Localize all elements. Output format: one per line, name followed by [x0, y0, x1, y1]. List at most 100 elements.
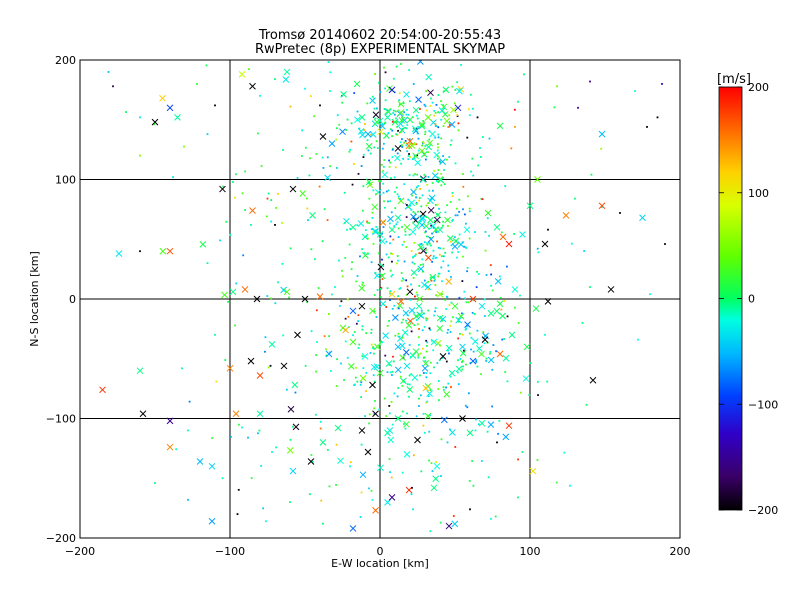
data-point [590, 173, 593, 176]
data-point [418, 405, 420, 407]
data-point-x [358, 427, 366, 434]
data-point [422, 356, 425, 359]
data-point [370, 328, 373, 331]
data-point-x [410, 213, 417, 221]
data-point-x [433, 216, 441, 224]
data-point [373, 352, 375, 355]
data-point [428, 430, 431, 433]
data-point [323, 335, 326, 338]
data-point [355, 280, 358, 283]
data-point-x [469, 357, 477, 365]
colorbar-tick-label: 100 [748, 187, 769, 200]
data-point-x [294, 331, 301, 339]
data-point [397, 307, 400, 310]
data-point [238, 423, 240, 426]
data-point [448, 304, 451, 306]
data-point [479, 147, 481, 149]
data-point-x [289, 185, 297, 193]
data-point-x [454, 104, 462, 112]
data-point [427, 288, 430, 291]
data-point-x [430, 484, 438, 492]
data-point-x [459, 415, 466, 422]
data-point-x [607, 286, 615, 293]
data-point [281, 222, 284, 224]
data-point [346, 228, 348, 231]
data-point [385, 306, 388, 308]
data-point [414, 188, 417, 191]
data-point-x [508, 331, 516, 339]
data-point [376, 147, 379, 149]
data-point [442, 220, 444, 223]
data-point-x [424, 412, 432, 420]
data-point [427, 202, 430, 205]
data-point [464, 404, 467, 407]
data-point [434, 257, 437, 259]
data-point [473, 313, 476, 315]
data-point [471, 157, 474, 160]
data-point [577, 106, 579, 109]
data-point [464, 328, 467, 331]
data-point [426, 243, 429, 246]
data-point [440, 100, 442, 103]
data-point-x [361, 353, 369, 360]
data-point [410, 283, 412, 286]
data-point-x [434, 340, 442, 347]
data-point-x [364, 130, 372, 138]
data-point [389, 200, 391, 203]
data-point [424, 133, 427, 136]
data-point [413, 128, 416, 130]
data-point [397, 295, 400, 298]
data-point [483, 315, 486, 317]
data-point [427, 151, 430, 154]
data-point [388, 458, 391, 460]
data-point [429, 104, 432, 107]
data-point-x [268, 341, 276, 348]
data-point [416, 132, 419, 135]
data-point [440, 118, 443, 121]
data-point [393, 304, 396, 307]
data-point [398, 92, 401, 95]
data-point [435, 256, 438, 259]
data-point [412, 256, 415, 258]
data-point [434, 203, 437, 206]
data-point [349, 461, 352, 464]
data-point [237, 488, 240, 491]
data-point [175, 448, 178, 451]
data-point [357, 172, 360, 175]
data-point-x [409, 228, 417, 236]
data-point-x [359, 471, 367, 479]
data-point [418, 284, 421, 287]
data-point [517, 496, 519, 499]
data-point [379, 296, 382, 298]
data-point [429, 530, 432, 533]
data-point-x [357, 220, 365, 227]
data-point-x [532, 305, 540, 312]
data-point [468, 332, 471, 335]
data-point [447, 382, 450, 385]
data-point [555, 481, 558, 484]
data-point [415, 201, 418, 204]
colorbar-gradient [719, 87, 742, 510]
data-point [244, 170, 247, 173]
data-point [344, 221, 346, 224]
data-point-x [415, 96, 422, 103]
data-point [389, 292, 391, 295]
data-point [432, 257, 434, 260]
data-point [429, 276, 432, 279]
data-point [373, 347, 376, 350]
data-point-x [403, 420, 410, 428]
data-point [354, 383, 357, 386]
data-point-x [384, 429, 391, 437]
data-point-x [166, 104, 174, 112]
data-point [417, 221, 420, 224]
data-point-x [541, 240, 549, 248]
data-point [380, 180, 382, 182]
data-point [403, 423, 405, 425]
data-point [456, 114, 459, 116]
data-point [464, 297, 467, 300]
data-point [520, 391, 522, 394]
data-point [544, 333, 546, 336]
data-point [513, 306, 516, 309]
data-point [418, 343, 420, 346]
data-point [389, 269, 392, 272]
